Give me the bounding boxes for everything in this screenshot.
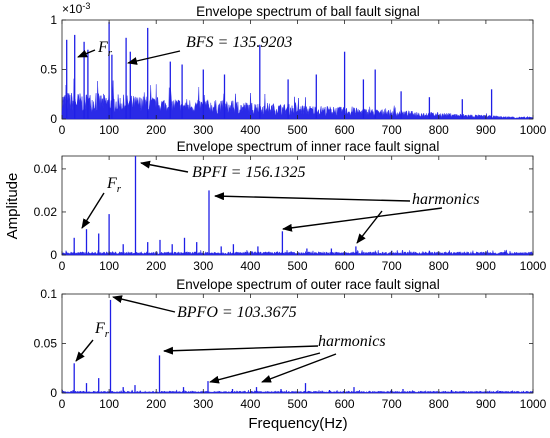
x-tick-label: 900 <box>476 123 496 137</box>
annotation-fr-3: Fr <box>94 320 110 340</box>
x-tick-label: 500 <box>287 123 307 137</box>
x-tick-label: 200 <box>146 259 166 273</box>
panel-1-title: Envelope spectrum of ball fault signal <box>196 4 420 19</box>
x-tick-label: 200 <box>146 123 166 137</box>
panel-2-peaks <box>73 156 506 255</box>
y-tick-label: 0.04 <box>34 162 58 176</box>
arrow-harmonics-3b <box>209 352 321 384</box>
x-tick-label: 700 <box>382 259 402 273</box>
arrow-harmonics-3c <box>261 353 337 383</box>
panel-1-ticks: 0 100 200 300 400 500 600 700 800 900 1000 0 0.5 1 <box>40 13 546 137</box>
arrow-bpfo <box>112 295 176 313</box>
x-tick-label: 100 <box>99 397 119 411</box>
x-tick-label: 400 <box>240 123 260 137</box>
y-tick-label: 0 <box>50 386 57 400</box>
x-tick-label: 0 <box>59 259 66 273</box>
x-tick-label: 1000 <box>520 259 547 273</box>
x-tick-label: 400 <box>240 259 260 273</box>
panel-1-peaks <box>66 22 493 119</box>
annotation-fr-1: Fr <box>97 39 113 59</box>
x-tick-label: 300 <box>193 397 213 411</box>
x-tick-label: 800 <box>429 259 449 273</box>
panel-3-peaks <box>73 299 501 393</box>
x-tick-label: 100 <box>99 123 119 137</box>
x-axis-label: Frequency(Hz) <box>248 415 347 432</box>
x-tick-label: 600 <box>335 123 355 137</box>
arrow-fr-1 <box>77 49 96 58</box>
panel-1-yscale: ×10-3 <box>62 1 90 16</box>
annotation-bfs: BFS = 135.9203 <box>186 34 292 51</box>
annotation-harmonics-3: harmonics <box>318 333 386 350</box>
arrow-bfs <box>127 50 181 65</box>
arrow-fr-2 <box>81 192 105 229</box>
x-tick-label: 1000 <box>520 397 547 411</box>
arrow-harmonics-3a <box>163 345 319 355</box>
panel-1-annotations: Fr BFS = 135.9203 <box>77 34 292 65</box>
panel-1-noise-floor <box>61 78 534 120</box>
arrow-harmonics-2c <box>356 210 383 244</box>
arrow-harmonics-2b <box>282 207 443 232</box>
x-tick-label: 300 <box>193 259 213 273</box>
y-tick-label: 0 <box>50 112 57 126</box>
x-tick-label: 600 <box>335 259 355 273</box>
y-tick-label: 0 <box>50 248 57 262</box>
x-tick-label: 800 <box>429 397 449 411</box>
panel-3-title: Envelope spectrum of outer race fault si… <box>176 277 439 292</box>
noise-trace <box>61 78 534 120</box>
arrow-harmonics-2a <box>214 192 411 202</box>
y-tick-label: 0.5 <box>40 63 57 77</box>
x-tick-label: 800 <box>429 123 449 137</box>
panel-outer-race-fault: Envelope spectrum of outer race fault si… <box>34 277 547 411</box>
x-tick-label: 100 <box>99 259 119 273</box>
x-tick-label: 600 <box>335 397 355 411</box>
y-tick-label: 0.1 <box>40 287 57 301</box>
x-tick-label: 200 <box>146 397 166 411</box>
annotation-bpfo: BPFO = 103.3675 <box>177 304 297 321</box>
panel-3-annotations: Fr BPFO = 103.3675 harmonics <box>75 295 386 384</box>
annotation-harmonics-2: harmonics <box>412 191 480 208</box>
y-tick-label: 0.05 <box>34 337 58 351</box>
x-tick-label: 0 <box>59 123 66 137</box>
x-tick-label: 700 <box>382 123 402 137</box>
x-tick-label: 500 <box>287 397 307 411</box>
arrow-fr-3 <box>75 339 94 362</box>
x-tick-label: 400 <box>240 397 260 411</box>
x-tick-label: 0 <box>59 397 66 411</box>
x-tick-label: 300 <box>193 123 213 137</box>
panel-3-frame <box>61 293 534 394</box>
y-tick-label: 1 <box>50 13 57 27</box>
y-axis-label: Amplitude <box>4 173 21 240</box>
x-tick-label: 1000 <box>520 123 547 137</box>
y-tick-label: 0.02 <box>34 205 58 219</box>
annotation-bpfi: BPFI = 156.1325 <box>192 164 305 181</box>
panel-3-ticks: 0 100 200 300 400 500 600 700 800 900 1000 0 0.05 0.1 <box>34 287 547 411</box>
panel-2-annotations: Fr BPFI = 156.1325 harmonics <box>81 160 480 244</box>
x-tick-label: 500 <box>287 259 307 273</box>
x-tick-label: 900 <box>476 259 496 273</box>
x-tick-label: 700 <box>382 397 402 411</box>
arrow-bpfi <box>140 160 189 173</box>
annotation-fr-2: Fr <box>106 175 122 195</box>
x-tick-label: 900 <box>476 397 496 411</box>
panel-inner-race-fault: Envelope spectrum of inner race fault si… <box>34 139 547 273</box>
panel-2-ticks: 0 100 200 300 400 500 600 700 800 900 1000 0 0.02 0.0… <box>34 156 547 273</box>
panel-ball-fault: Envelope spectrum of ball fault signal ×… <box>40 1 546 137</box>
panel-2-title: Envelope spectrum of inner race fault si… <box>177 139 440 154</box>
